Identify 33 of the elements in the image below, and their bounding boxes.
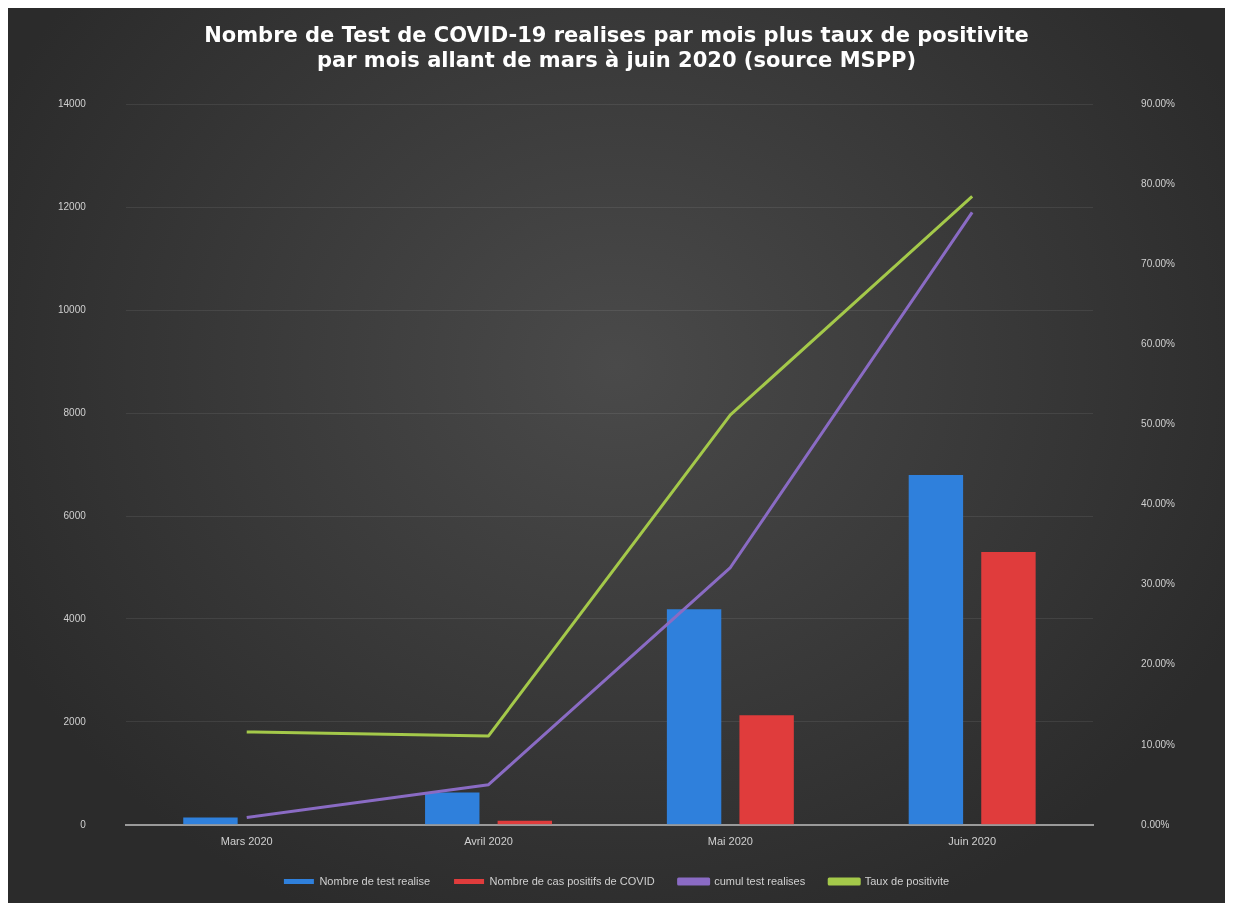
bar <box>183 817 238 825</box>
bar <box>425 792 480 825</box>
x-tick-label: Mai 2020 <box>707 835 753 848</box>
x-tick-label: Avril 2020 <box>464 835 513 848</box>
bar <box>981 552 1036 825</box>
y2-tick-label: 90.00% <box>1141 98 1176 110</box>
y2-tick-label: 10.00% <box>1141 738 1176 750</box>
y2-tick-label: 60.00% <box>1141 338 1176 350</box>
legend-label: cumul test realises <box>714 874 806 887</box>
y-tick-label: 2000 <box>63 715 87 727</box>
y2-tick-label: 70.00% <box>1141 258 1176 270</box>
y-tick-label: 4000 <box>63 612 87 624</box>
y2-tick-label: 80.00% <box>1141 178 1176 190</box>
legend-label: Taux de positivite <box>864 874 950 887</box>
y-tick-label: 8000 <box>63 406 87 418</box>
y-tick-label: 6000 <box>63 509 87 521</box>
y-tick-label: 14000 <box>58 98 87 110</box>
bar <box>908 474 964 825</box>
x-tick-label: Mars 2020 <box>220 835 273 848</box>
chart-title: Nombre de Test de COVID-19 realises par mois plus taux de positivite par mois allant de mars à juin 2020 (source MSPP) <box>204 23 1029 73</box>
x-tick-label: Juin 2020 <box>948 835 997 848</box>
y-tick-label: 12000 <box>58 201 87 213</box>
legend-label: Nombre de cas positifs de COVID <box>489 874 655 887</box>
bar <box>739 715 794 825</box>
y2-tick-label: 40.00% <box>1141 498 1176 510</box>
y-tick-label: 0 <box>80 818 87 830</box>
bar <box>666 609 722 825</box>
y2-tick-label: 30.00% <box>1141 578 1176 590</box>
y2-tick-label: 20.00% <box>1141 658 1176 670</box>
y-tick-label: 10000 <box>58 303 87 315</box>
y2-tick-label: 50.00% <box>1141 418 1176 430</box>
legend-label: Nombre de test realise <box>319 874 431 887</box>
y2-tick-label: 0.00% <box>1141 818 1170 830</box>
